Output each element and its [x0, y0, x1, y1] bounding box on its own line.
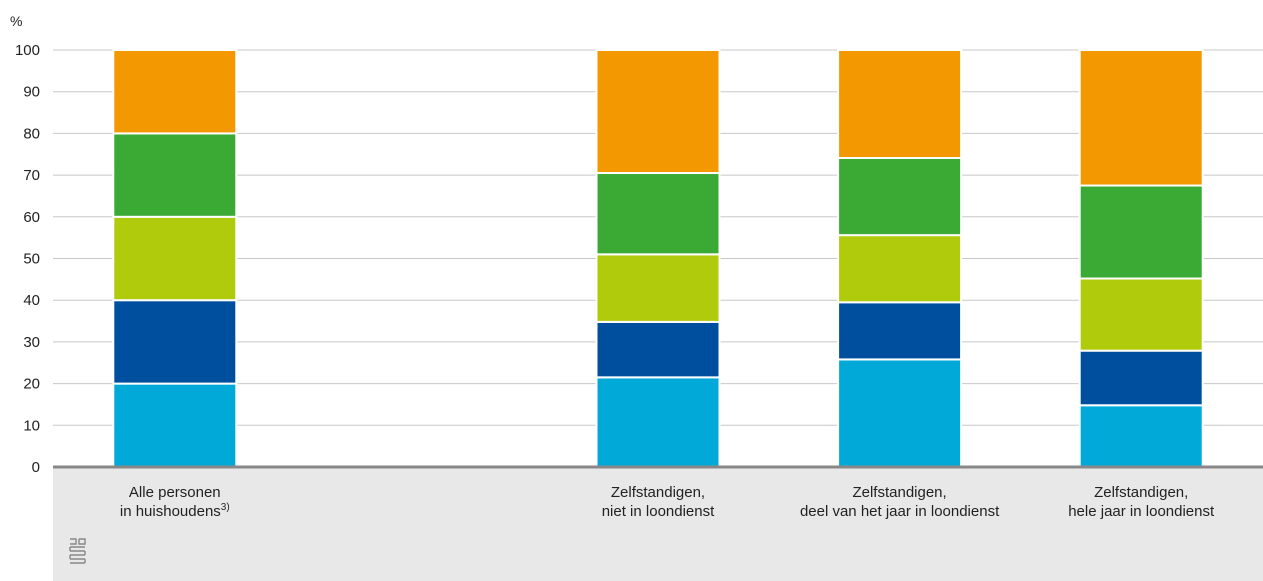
- category-label: Zelfstandigen, hele jaar in loondienst: [1068, 484, 1215, 520]
- bar-segment: [837, 301, 963, 361]
- y-unit-label: %: [10, 13, 22, 29]
- cbs-logo-icon: [69, 538, 86, 564]
- category-label-line: Zelfstandigen,: [1094, 484, 1188, 501]
- category-label-line: Zelfstandigen,: [852, 484, 946, 501]
- category-label: Zelfstandigen, niet in loondienst: [602, 484, 715, 520]
- category-label: Alle personen in huishoudens3): [120, 484, 230, 520]
- category-label-line: deel van het jaar in loondienst: [800, 503, 1000, 520]
- bar-segment: [595, 172, 721, 256]
- footnote-marker: 3): [221, 502, 230, 513]
- bar-segment: [837, 358, 963, 468]
- y-tick-labels: 0 10 20 30 40 50 60 70 80 90 100: [15, 42, 40, 476]
- category-label-line: niet in loondienst: [602, 503, 715, 520]
- bar-segment: [112, 49, 238, 135]
- category-label-line: in huishoudens: [120, 503, 221, 520]
- category-label: Zelfstandigen, deel van het jaar in loond…: [800, 484, 1000, 520]
- y-tick-label: 100: [15, 42, 40, 59]
- bar-segment: [595, 320, 721, 379]
- y-tick-label: 60: [23, 209, 40, 226]
- bar-segment: [837, 49, 963, 160]
- category-label-line: Alle personen: [129, 484, 221, 501]
- y-tick-label: 10: [23, 417, 40, 434]
- bar-segment: [837, 234, 963, 304]
- bar-segment: [112, 215, 238, 302]
- y-tick-label: 50: [23, 251, 40, 268]
- y-tick-label: 20: [23, 376, 40, 393]
- bar-segment: [1078, 277, 1204, 352]
- category-label-line: Zelfstandigen,: [611, 484, 705, 501]
- y-tick-label: 30: [23, 334, 40, 351]
- y-tick-label: 80: [23, 125, 40, 142]
- bar-segment: [1078, 49, 1204, 187]
- y-tick-label: 40: [23, 292, 40, 309]
- bar-segment: [595, 253, 721, 323]
- category-axis-panel: [53, 467, 1263, 581]
- category-labels: Alle personen in huishoudens3) Zelfstandig…: [120, 484, 1215, 520]
- bar-segment: [112, 132, 238, 218]
- bar-segment: [837, 157, 963, 237]
- bar-segment: [1078, 404, 1204, 468]
- bar-segment: [1078, 184, 1204, 280]
- bar-segment: [595, 376, 721, 468]
- bar-segment: [112, 299, 238, 385]
- bars: [112, 49, 1204, 469]
- y-tick-label: 0: [32, 459, 40, 476]
- category-label-line: hele jaar in loondienst: [1068, 503, 1215, 520]
- y-tick-label: 90: [23, 84, 40, 101]
- bar-segment: [1078, 349, 1204, 407]
- bar-segment: [595, 49, 721, 175]
- bar-segment: [112, 382, 238, 469]
- y-tick-label: 70: [23, 167, 40, 184]
